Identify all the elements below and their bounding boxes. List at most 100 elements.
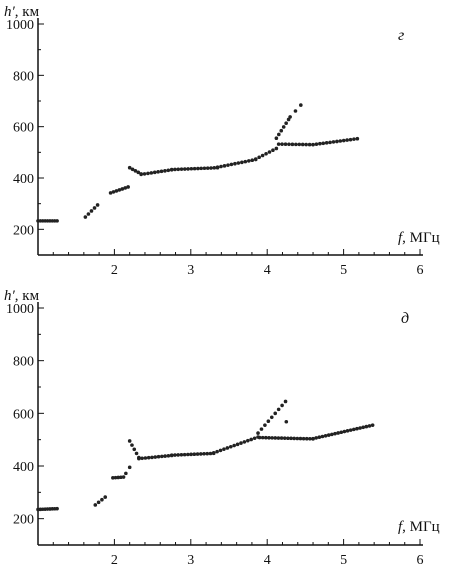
data-point [136, 170, 141, 175]
data-point [307, 142, 312, 147]
data-point [222, 447, 226, 451]
data-point [321, 141, 326, 146]
x-axis-unit: , МГц [402, 230, 440, 246]
data-point [108, 191, 113, 195]
data-point [281, 125, 286, 129]
data-point [246, 438, 250, 443]
data-point [345, 429, 350, 433]
data-point [336, 431, 340, 435]
y-axis-variable: h′ [4, 288, 16, 304]
data-point [228, 444, 233, 449]
data-point [192, 166, 197, 171]
data-point [274, 146, 279, 151]
data-point [270, 436, 274, 440]
data-point [219, 164, 223, 169]
data-point [364, 424, 369, 429]
data-point [113, 475, 118, 480]
data-point [100, 497, 104, 502]
data-point [205, 166, 210, 170]
data-point [284, 121, 288, 126]
data-point [103, 495, 108, 499]
data-point [279, 436, 284, 440]
data-point [116, 475, 121, 480]
data-point [208, 451, 213, 456]
data-point [215, 449, 219, 454]
data-point [260, 153, 265, 158]
data-point [367, 424, 372, 428]
data-point [286, 436, 290, 441]
x-tick-label: 2 [111, 553, 118, 565]
y-tick-label: 200 [13, 513, 34, 528]
data-point [120, 187, 125, 191]
data-point [260, 435, 265, 440]
data-point [293, 109, 298, 113]
data-point [290, 142, 295, 147]
data-point [114, 189, 119, 193]
y-tick-label: 400 [13, 460, 34, 475]
data-point [121, 475, 126, 479]
data-point [352, 427, 356, 432]
data-point [289, 436, 293, 441]
y-tick-label: 600 [13, 407, 34, 422]
data-point [83, 215, 88, 219]
data-point [257, 155, 261, 160]
data-point [317, 435, 322, 439]
data-point [267, 435, 271, 440]
data-point [222, 164, 227, 168]
data-point [163, 454, 167, 458]
x-tick-label: 6 [417, 553, 424, 565]
data-point [169, 167, 174, 172]
data-point [202, 166, 207, 171]
data-point [130, 443, 134, 447]
data-point [152, 170, 157, 175]
data-point [226, 163, 230, 167]
data-point [146, 171, 150, 176]
data-point [304, 142, 308, 147]
data-point [352, 137, 356, 141]
data-point [259, 427, 264, 431]
data-point [119, 475, 123, 480]
data-point [92, 206, 97, 210]
data-point [256, 431, 260, 435]
data-point [160, 454, 164, 459]
data-point [55, 219, 59, 223]
data-point [246, 159, 251, 163]
data-point [156, 454, 161, 459]
data-point [242, 440, 247, 444]
data-point [149, 171, 154, 175]
data-point [140, 456, 144, 461]
data-point [134, 451, 139, 456]
data-point [182, 167, 187, 171]
data-point [173, 453, 177, 457]
data-point [264, 435, 268, 440]
data-point [294, 142, 298, 147]
x-axis-variable: f [398, 230, 404, 246]
x-axis-title: f, МГц [398, 519, 440, 535]
data-point [361, 425, 366, 430]
data-point [146, 455, 151, 460]
data-point [257, 435, 262, 440]
data-point [192, 452, 197, 457]
y-axis-variable: h′ [4, 4, 16, 20]
x-tick-label: 3 [187, 553, 194, 565]
data-point [182, 452, 187, 457]
x-tick-label: 5 [340, 553, 347, 565]
data-point [283, 142, 288, 147]
data-point [55, 506, 59, 511]
data-point [239, 441, 243, 445]
x-axis-unit: , МГц [402, 519, 440, 535]
data-point [117, 188, 122, 192]
x-tick-label: 2 [111, 263, 118, 278]
data-point [330, 432, 334, 437]
data-point [186, 452, 190, 457]
data-point [288, 115, 292, 119]
data-point [348, 428, 353, 432]
x-axis-variable: f [398, 519, 404, 535]
data-point [130, 167, 135, 172]
y-tick-label: 600 [13, 121, 34, 136]
data-point [324, 141, 329, 145]
data-point [229, 162, 234, 167]
data-point [159, 169, 164, 174]
data-point [186, 167, 190, 171]
y-tick-label: 200 [13, 223, 34, 238]
